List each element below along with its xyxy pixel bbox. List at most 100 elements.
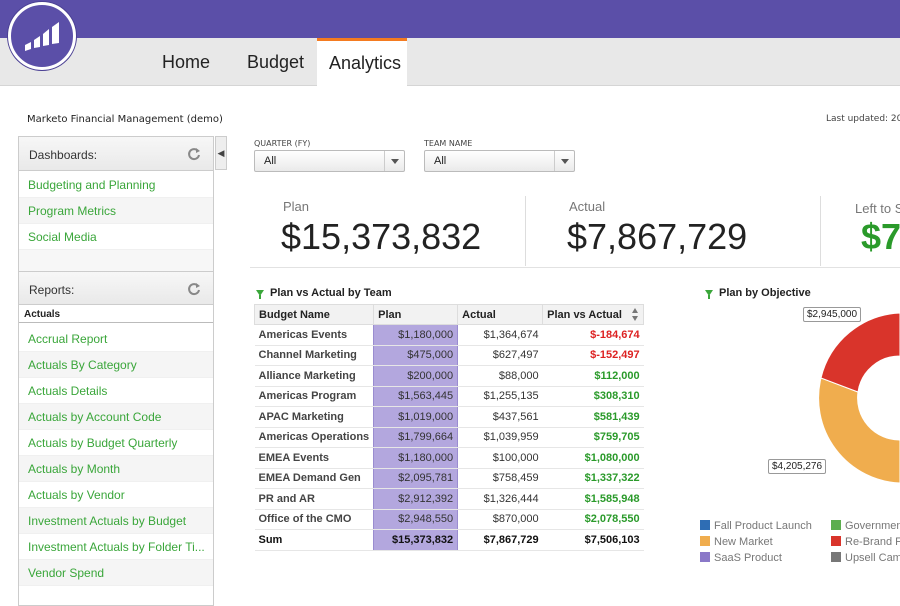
filter-icon[interactable]: [256, 290, 264, 299]
legend-label: Re-Brand F: [845, 536, 900, 548]
cell-plan: $2,095,781: [373, 468, 459, 489]
legend-item[interactable]: Upsell Cam: [831, 552, 900, 564]
sidebar: Dashboards: Budgeting and Planning Progr…: [18, 136, 214, 606]
cell-actual: $88,000: [457, 365, 543, 387]
legend-swatch: [700, 520, 710, 530]
marketo-logo[interactable]: [8, 2, 76, 70]
refresh-icon[interactable]: [187, 147, 201, 161]
legend-label: Fall Product Launch: [714, 520, 812, 532]
dashboards-title: Dashboards:: [29, 148, 98, 162]
tab-analytics[interactable]: Analytics: [317, 38, 407, 86]
cell-actual: $1,364,674: [457, 324, 543, 346]
cell-plan: $1,799,664: [373, 427, 459, 448]
sidebar-item-budgeting-and-planning[interactable]: Budgeting and Planning: [19, 172, 213, 198]
top-brand-bar: [0, 0, 900, 38]
table-row: Alliance Marketing $200,000 $88,000 $112,00…: [254, 365, 644, 387]
donut-value-callout: $4,205,276: [768, 459, 827, 474]
legend-swatch: [700, 536, 710, 546]
col-header-actual[interactable]: Actual: [457, 304, 544, 325]
filter-icon[interactable]: [705, 290, 713, 299]
tab-home[interactable]: Home: [162, 52, 211, 72]
table-row: Channel Marketing $475,000 $627,497 $-152,4…: [254, 345, 644, 366]
report-item[interactable]: Investment Actuals by Budget: [19, 508, 213, 534]
cell-sum-plan-vs-actual: $7,506,103: [542, 529, 644, 551]
sidebar-spacer: [19, 250, 213, 272]
report-item[interactable]: Actuals Details: [19, 378, 213, 404]
cell-team: Office of the CMO: [254, 509, 374, 530]
cell-team: Americas Program: [254, 386, 374, 407]
cell-sum-plan: $15,373,832: [373, 529, 459, 551]
kpi-left-value: $7: [861, 216, 900, 257]
legend-label: SaaS Product: [714, 552, 782, 564]
chevron-down-icon: [554, 151, 574, 171]
legend-swatch: [831, 520, 841, 530]
refresh-icon[interactable]: [187, 282, 201, 296]
col-header-budget-name[interactable]: Budget Name: [253, 304, 375, 325]
last-updated: Last updated: 20: [826, 114, 900, 124]
cell-team: APAC Marketing: [254, 406, 374, 428]
legend-item[interactable]: Fall Product Launch: [700, 520, 812, 532]
quarter-filter-label: QUARTER (FY): [254, 139, 311, 148]
table-sum-row: Sum $15,373,832 $7,867,729 $7,506,103: [254, 529, 644, 551]
kpi-left-label: Left to S: [855, 201, 900, 216]
cell-actual: $758,459: [457, 468, 543, 489]
report-item[interactable]: Investment Actuals by Folder Ti...: [19, 534, 213, 560]
cell-team: EMEA Events: [254, 447, 374, 469]
donut-slice-new-market: [818, 377, 900, 484]
kpi-plan-value: $15,373,832: [281, 216, 482, 257]
sort-icon[interactable]: [632, 308, 639, 322]
cell-plan: $475,000: [373, 345, 459, 366]
cell-plan-vs-actual: $1,337,322: [542, 468, 644, 489]
team-filter-label: TEAM NAME: [424, 139, 473, 148]
report-item[interactable]: Actuals by Vendor: [19, 482, 213, 508]
cell-plan: $1,019,000: [373, 406, 459, 428]
plan-by-objective-donut: [818, 312, 900, 484]
legend-swatch: [831, 536, 841, 546]
donut-slice-re-brand: [820, 312, 900, 393]
cell-team: Americas Events: [254, 324, 374, 346]
col-header-plan-vs-actual[interactable]: Plan vs Actual: [542, 304, 645, 325]
quarter-select-value: All: [264, 155, 277, 167]
report-item[interactable]: Actuals by Month: [19, 456, 213, 482]
cell-plan: $2,948,550: [373, 509, 459, 530]
team-select[interactable]: All: [424, 150, 575, 172]
cell-actual: $627,497: [457, 345, 543, 366]
legend-label: New Market: [714, 536, 773, 548]
table-row: Americas Operations $1,799,664 $1,039,959 $…: [254, 427, 644, 448]
table-row: EMEA Events $1,180,000 $100,000 $1,080,000: [254, 447, 644, 469]
legend-item[interactable]: Governmen: [831, 520, 900, 532]
chevron-down-icon: [384, 151, 404, 171]
team-select-value: All: [434, 155, 447, 167]
cell-team: PR and AR: [254, 488, 374, 510]
tab-budget[interactable]: Budget: [247, 52, 305, 72]
sidebar-item-social-media[interactable]: Social Media: [19, 224, 213, 250]
cell-team: Alliance Marketing: [254, 365, 374, 387]
collapse-sidebar-button[interactable]: ◀: [215, 136, 227, 170]
dashboards-header: Dashboards:: [19, 137, 213, 171]
reports-title: Reports:: [29, 283, 75, 297]
legend-item[interactable]: SaaS Product: [700, 552, 782, 564]
reports-group-label: Actuals: [19, 306, 213, 323]
plan-vs-actual-table: Budget Name Plan Actual Plan vs Actual A…: [253, 304, 645, 551]
kpi-divider: [820, 196, 821, 266]
cell-plan-vs-actual: $-152,497: [542, 345, 644, 366]
quarter-select[interactable]: All: [254, 150, 405, 172]
legend-item[interactable]: Re-Brand F: [831, 536, 900, 548]
report-item[interactable]: Actuals by Budget Quarterly: [19, 430, 213, 456]
donut-value-callout: $2,945,000: [803, 307, 862, 322]
kpi-divider: [525, 196, 526, 266]
sidebar-item-program-metrics[interactable]: Program Metrics: [19, 198, 213, 224]
legend-swatch: [831, 552, 841, 562]
report-item[interactable]: Actuals By Category: [19, 352, 213, 378]
cell-plan: $2,912,392: [373, 488, 459, 510]
report-item[interactable]: Actuals by Account Code: [19, 404, 213, 430]
cell-plan-vs-actual: $-184,674: [542, 324, 644, 346]
report-item[interactable]: Vendor Spend: [19, 560, 213, 586]
cell-actual: $1,039,959: [457, 427, 543, 448]
col-header-plan[interactable]: Plan: [373, 304, 459, 325]
table-row: PR and AR $2,912,392 $1,326,444 $1,585,948: [254, 488, 644, 510]
cell-plan: $1,563,445: [373, 386, 459, 407]
legend-item[interactable]: New Market: [700, 536, 773, 548]
report-item[interactable]: Accrual Report: [19, 326, 213, 352]
objective-chart-title: Plan by Objective: [719, 287, 811, 299]
